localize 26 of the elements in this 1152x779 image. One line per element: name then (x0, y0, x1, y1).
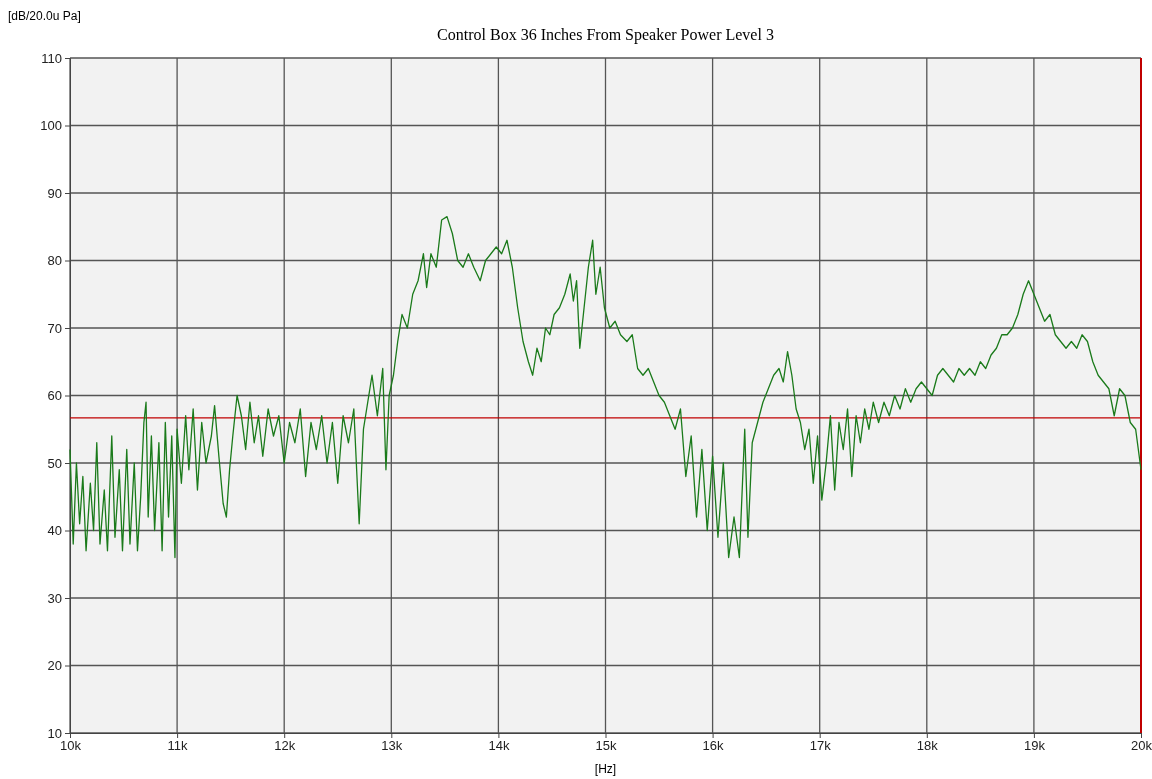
y-tick-label: 30 (47, 590, 62, 606)
x-tick-label: 14k (488, 738, 510, 754)
y-tick-label: 50 (47, 455, 62, 471)
y-tick-label: 100 (40, 118, 62, 134)
x-tick-label: 16k (702, 738, 725, 754)
y-tick-label: 70 (47, 320, 62, 336)
line-series (69, 215, 1142, 559)
x-tick-label: 18k (916, 738, 939, 754)
y-tick-label: 40 (47, 523, 62, 539)
y-axis-title: [dB/20.0u Pa] (8, 9, 81, 23)
y-tick-label: 20 (47, 658, 62, 674)
x-tick-label: 19k (1023, 738, 1046, 754)
x-tick-label: 12k (274, 738, 296, 754)
y-tick-label: 80 (47, 253, 62, 269)
x-tick-label: 15k (595, 738, 617, 754)
y-tick-label: 10 (47, 725, 62, 741)
chart-title: Control Box 36 Inches From Speaker Power Level 3 (437, 26, 774, 44)
x-axis-title: [Hz] (594, 762, 617, 776)
x-tick-label: 17k (809, 738, 832, 754)
x-tick-label: 11k (167, 738, 189, 754)
x-tick-label: 13k (381, 738, 403, 754)
y-tick-label: 90 (47, 185, 62, 201)
x-tick-label: 20k (1131, 738, 1152, 754)
x-tick-label: 10k (60, 738, 82, 754)
y-tick-label: 110 (41, 50, 62, 66)
y-tick-label: 60 (47, 388, 62, 404)
